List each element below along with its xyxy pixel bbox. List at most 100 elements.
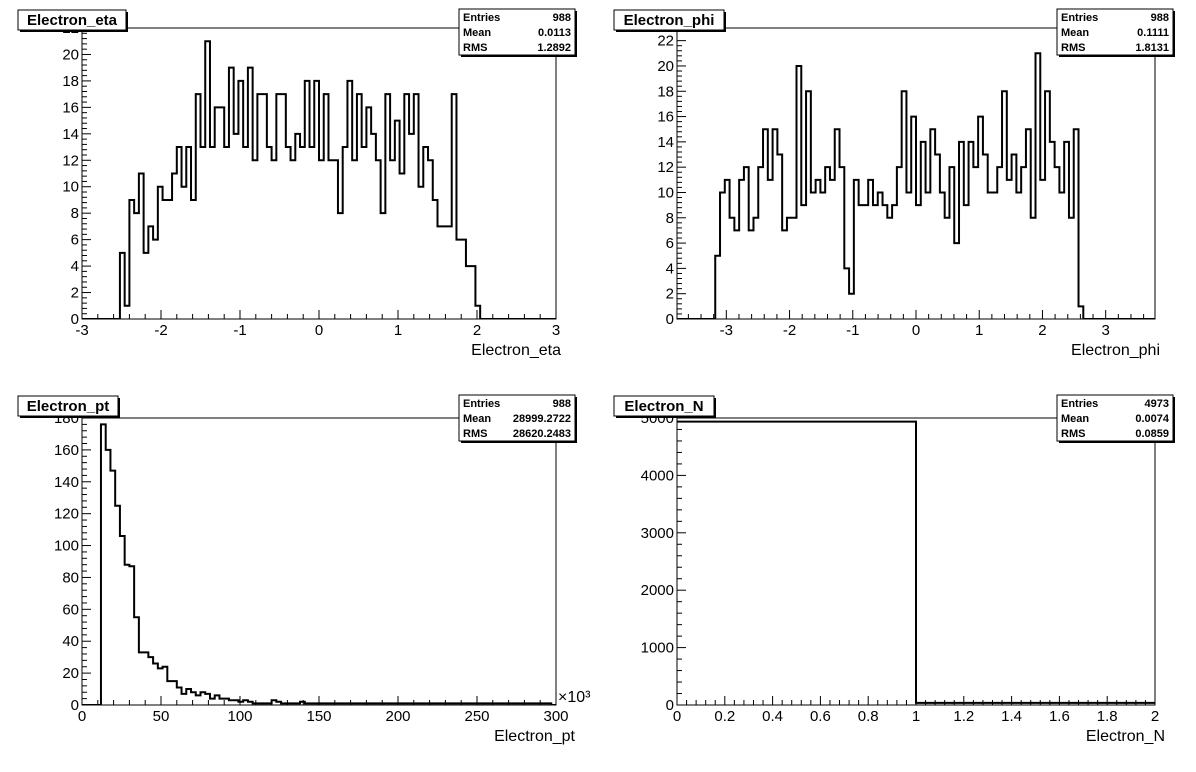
- y-tick-label: 6: [71, 232, 79, 249]
- stats-mean-value: 0.0113: [538, 27, 571, 39]
- x-axis: -3 -2 -1 0 1 2 3: [687, 310, 1145, 339]
- y-tick-label: 22: [657, 33, 674, 50]
- x-tick-label: 1: [912, 708, 920, 725]
- stats-mean-label: Mean: [1061, 27, 1089, 39]
- x-tick-label: -2: [154, 322, 167, 339]
- y-tick-label: 4: [666, 260, 674, 277]
- y-tick-label: 10: [657, 184, 674, 201]
- x-tick-label: 50: [153, 708, 170, 725]
- y-tick-label: 16: [657, 109, 674, 126]
- histogram-series: [82, 423, 556, 705]
- x-tick-label: 1.4: [1001, 708, 1022, 725]
- histogram-title: Electron_phi: [624, 12, 715, 29]
- histogram-series: [677, 52, 1155, 319]
- x-tick-label: -1: [233, 322, 246, 339]
- y-tick-label: 20: [62, 665, 79, 682]
- stats-rms-value: 0.0859: [1135, 428, 1169, 440]
- histogram-series: [82, 40, 556, 319]
- y-tick-label: 0: [666, 311, 674, 328]
- stats-box: [458, 394, 576, 442]
- x-axis-label: Electron_phi: [1071, 342, 1160, 359]
- y-tick-label: 12: [657, 159, 674, 176]
- y-tick-label: 40: [62, 633, 79, 650]
- stats-mean-label: Mean: [463, 27, 491, 39]
- stats-entries-value: 988: [553, 12, 571, 24]
- y-tick-label: 160: [54, 442, 79, 459]
- y-tick-label: 2000: [641, 582, 674, 599]
- y-tick-label: 12: [62, 152, 79, 169]
- y-tick-label: 60: [62, 601, 79, 618]
- stats-mean-label: Mean: [1061, 413, 1089, 425]
- x-tick-label: 100: [227, 708, 252, 725]
- x-tick-label: 1.8: [1097, 708, 1118, 725]
- x-tick-label: 2: [1151, 708, 1159, 725]
- x-axis: 0 0.2 0.4 0.6 0.8 1 1.2 1.4 1.6 1.8 2: [673, 696, 1159, 725]
- x-axis-label: Electron_eta: [471, 342, 561, 359]
- stats-rms-value: 28620.2483: [513, 428, 571, 440]
- x-tick-label: -1: [846, 322, 859, 339]
- y-axis: 0 2 4 6 8 10 12 14 16 18 20 22: [657, 33, 686, 328]
- x-tick-label: 200: [385, 708, 410, 725]
- x-axis-label: Electron_N: [1086, 728, 1165, 745]
- x-tick-label: 3: [552, 322, 560, 339]
- stats-rms-label: RMS: [1061, 42, 1085, 54]
- y-tick-label: 16: [62, 99, 79, 116]
- y-tick-label: 18: [62, 73, 79, 90]
- stats-entries-label: Entries: [463, 398, 500, 410]
- histogram-panel-0: -3-2-101230246810121416182022Electron_et…: [17, 8, 577, 359]
- x-tick-label: 1: [975, 322, 983, 339]
- stats-box: [458, 8, 576, 56]
- histogram-panel-2: 0 50 100 150 200 250 3000 20 40 60 80 100 120 140 160 1…: [17, 394, 591, 745]
- y-tick-label: 4: [71, 258, 79, 275]
- x-axis: -3 -2 -1 0 1 2 3: [75, 310, 560, 339]
- x-axis-label: Electron_pt: [494, 728, 575, 745]
- y-tick-label: 80: [62, 569, 79, 586]
- x-tick-label: -3: [720, 322, 733, 339]
- stats-mean-label: Mean: [463, 413, 491, 425]
- histogram-panel-1: -3 -2 -1 0 1 2 30246810121416182022Electron_ph…: [613, 8, 1175, 359]
- stats-box: [1056, 8, 1174, 56]
- y-tick-label: 3000: [641, 525, 674, 542]
- title-box: [613, 395, 715, 417]
- stats-rms-label: RMS: [463, 42, 487, 54]
- y-tick-label: 14: [657, 134, 674, 151]
- x-tick-label: -2: [783, 322, 796, 339]
- x-tick-label: 2: [473, 322, 481, 339]
- histogram-title: Electron_pt: [27, 398, 110, 415]
- x-tick-label: 300: [543, 708, 568, 725]
- y-tick-label: 20: [62, 46, 79, 63]
- x-axis-exponent: ×10³: [558, 689, 591, 706]
- stats-rms-label: RMS: [463, 428, 487, 440]
- stats-mean-value: 0.0074: [1135, 413, 1170, 425]
- histogram-title: Electron_eta: [27, 12, 118, 29]
- title-box: [17, 9, 127, 31]
- stats-entries-label: Entries: [463, 12, 500, 24]
- x-tick-label: 0: [315, 322, 323, 339]
- y-tick-label: 14: [62, 126, 79, 143]
- stats-entries-label: Entries: [1061, 398, 1098, 410]
- x-tick-label: 0.2: [714, 708, 735, 725]
- stats-entries-value: 988: [1151, 12, 1169, 24]
- histogram-series: [677, 420, 1155, 704]
- y-tick-label: 120: [54, 506, 79, 523]
- y-tick-label: 20: [657, 58, 674, 75]
- x-tick-label: 1.2: [953, 708, 974, 725]
- x-tick-label: 0.4: [762, 708, 783, 725]
- histogram-title: Electron_N: [624, 398, 703, 415]
- stats-entries-value: 988: [553, 398, 571, 410]
- histogram-panel-3: 0 0.2 0.4 0.6 0.8 1 1.2 1.4 1.6 1.8 2 0 1000 2000 3000…: [613, 394, 1175, 745]
- x-tick-label: 0.8: [858, 708, 879, 725]
- y-tick-label: 1000: [641, 640, 674, 657]
- stats-entries-value: 4973: [1145, 398, 1169, 410]
- y-tick-label: 2: [666, 286, 674, 303]
- y-tick-label: 18: [657, 83, 674, 100]
- x-tick-label: 3: [1102, 322, 1110, 339]
- y-tick-label: 2: [71, 285, 79, 302]
- stats-mean-value: 28999.2722: [513, 413, 571, 425]
- y-tick-label: 0: [666, 697, 674, 714]
- x-tick-label: 0: [912, 322, 920, 339]
- x-tick-label: 0: [78, 708, 86, 725]
